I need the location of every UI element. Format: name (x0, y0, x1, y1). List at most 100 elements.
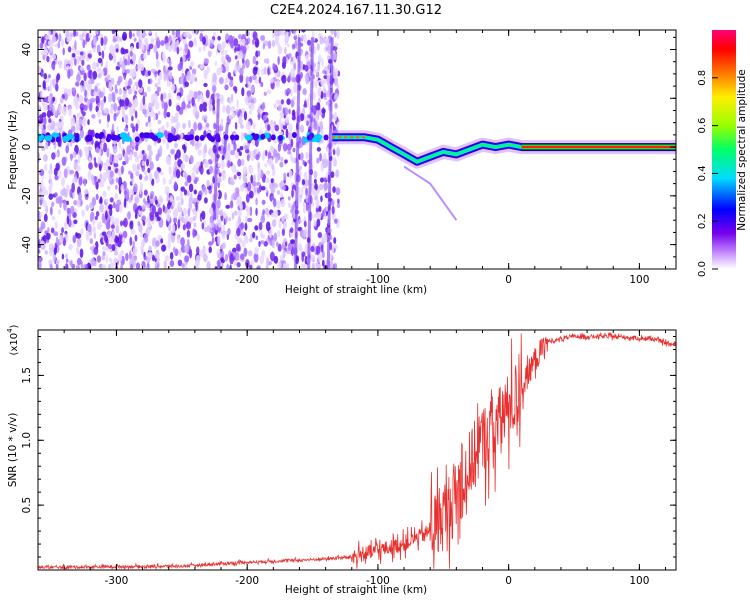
noise-speck (322, 209, 325, 217)
noise-speck (257, 167, 262, 176)
noise-speck (51, 201, 55, 208)
noise-speck (66, 88, 72, 97)
noise-speck (192, 207, 196, 216)
noise-speck (136, 163, 141, 171)
band-speck (172, 135, 178, 142)
noise-speck (299, 113, 305, 122)
noise-speck (180, 186, 186, 192)
noise-speck (109, 197, 114, 203)
noise-speck (197, 149, 202, 156)
noise-speck (82, 104, 88, 111)
noise-speck (118, 234, 122, 244)
noise-speck (151, 254, 155, 262)
noise-speck (111, 243, 116, 252)
noise-speck (257, 106, 261, 115)
noise-speck (249, 110, 252, 115)
noise-speck (97, 73, 102, 79)
noise-speck (95, 95, 100, 104)
noise-speck (184, 255, 190, 263)
noise-speck (316, 245, 321, 256)
noise-speck (170, 204, 174, 210)
noise-speck (198, 140, 203, 148)
noise-speck (233, 259, 238, 267)
noise-speck (225, 66, 230, 72)
noise-speck (195, 161, 201, 167)
noise-speck (202, 185, 206, 192)
noise-speck (306, 120, 309, 127)
noise-speck (120, 249, 124, 256)
band-speck (94, 132, 100, 139)
noise-speck (87, 146, 93, 151)
noise-speck (283, 221, 288, 229)
noise-speck (74, 40, 77, 51)
noise-speck (278, 131, 284, 136)
noise-speck (241, 108, 246, 113)
noise-speck (181, 263, 185, 268)
noise-speck (277, 142, 282, 152)
noise-speck (302, 159, 305, 166)
noise-speck (112, 54, 117, 64)
noise-speck (145, 158, 150, 167)
noise-speck (55, 83, 59, 92)
noise-speck (134, 156, 140, 163)
noise-speck (323, 181, 329, 191)
noise-speck (208, 246, 212, 254)
noise-speck (252, 122, 256, 130)
noise-speck (163, 260, 167, 269)
noise-speck (150, 68, 156, 73)
noise-speck (334, 218, 338, 224)
noise-speck (236, 148, 241, 153)
noise-speck (83, 188, 89, 195)
noise-speck (277, 45, 283, 55)
noise-speck (313, 196, 319, 201)
noise-speck (260, 230, 264, 239)
noise-speck (79, 128, 85, 139)
noise-speck (87, 53, 92, 59)
noise-speck (155, 240, 160, 247)
noise-speck (225, 54, 230, 61)
noise-speck (302, 201, 306, 208)
noise-speck (154, 170, 159, 180)
noise-speck (176, 104, 181, 112)
noise-speck (109, 106, 114, 115)
noise-speck (187, 174, 192, 184)
noise-speck (160, 40, 165, 46)
noise-speck (94, 85, 98, 93)
noise-speck (148, 102, 153, 112)
noise-speck (131, 138, 135, 148)
noise-speck (89, 238, 93, 245)
noise-speck (193, 189, 198, 195)
noise-speck (66, 215, 70, 225)
noise-speck (192, 37, 198, 47)
noise-speck (141, 32, 147, 37)
x-tick-label: 100 (629, 274, 649, 286)
noise-speck (159, 145, 163, 155)
noise-speck (101, 50, 105, 60)
noise-speck (54, 175, 59, 181)
noise-speck (233, 142, 237, 151)
noise-speck (242, 45, 247, 55)
band-speck (111, 134, 117, 141)
noise-speck (275, 36, 279, 46)
noise-speck (224, 49, 228, 56)
noise-speck (152, 237, 157, 243)
noise-speck (131, 68, 137, 78)
noise-speck (88, 169, 92, 177)
noise-speck (242, 173, 247, 183)
noise-speck (113, 163, 119, 168)
noise-speck (134, 213, 138, 219)
noise-speck (166, 111, 171, 118)
noise-speck (180, 197, 184, 206)
band-speck (55, 136, 61, 143)
noise-speck (83, 178, 87, 187)
noise-speck (262, 151, 265, 161)
noise-speck (208, 241, 214, 246)
noise-speck (112, 38, 117, 43)
noise-speck (98, 148, 102, 157)
noise-speck (154, 83, 158, 88)
noise-speck (150, 37, 155, 44)
x-tick-label: 100 (629, 575, 649, 587)
noise-speck (103, 233, 107, 242)
noise-speck (333, 237, 337, 245)
